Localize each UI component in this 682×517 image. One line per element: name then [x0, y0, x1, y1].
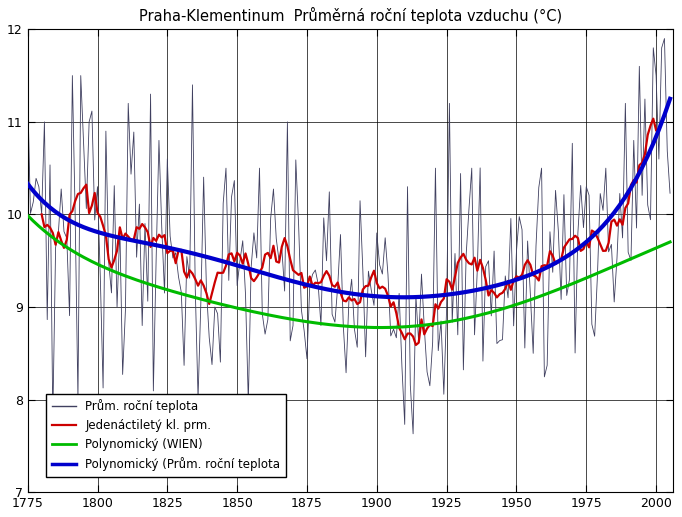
Legend: Prům. roční teplota, Jedenáctiletý kl. prm., Polynomický (WIEN), Polynomický (Pr: Prům. roční teplota, Jedenáctiletý kl. p… — [46, 393, 286, 477]
Title: Praha-Klementinum  Průměrná roční teplota vzduchu (°C): Praha-Klementinum Průměrná roční teplota… — [138, 7, 562, 24]
